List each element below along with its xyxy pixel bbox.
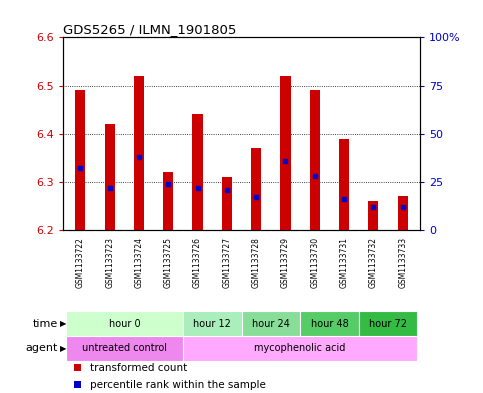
Bar bbox=[300, 311, 359, 336]
Text: hour 48: hour 48 bbox=[311, 319, 348, 329]
Bar bbox=[359, 311, 417, 336]
Bar bbox=[242, 311, 300, 336]
Bar bbox=[66, 311, 183, 336]
Text: mycophenolic acid: mycophenolic acid bbox=[255, 343, 346, 353]
Bar bbox=[104, 124, 115, 230]
Text: GSM1133732: GSM1133732 bbox=[369, 237, 378, 288]
Text: GSM1133725: GSM1133725 bbox=[164, 237, 173, 288]
Bar bbox=[280, 76, 291, 230]
Text: GSM1133726: GSM1133726 bbox=[193, 237, 202, 288]
Text: untreated control: untreated control bbox=[82, 343, 167, 353]
Text: agent: agent bbox=[26, 343, 58, 353]
Bar bbox=[368, 201, 379, 230]
Text: GSM1133727: GSM1133727 bbox=[222, 237, 231, 288]
Bar bbox=[73, 364, 81, 371]
Text: time: time bbox=[33, 319, 58, 329]
Bar bbox=[183, 336, 417, 361]
Text: GSM1133731: GSM1133731 bbox=[340, 237, 349, 288]
Bar bbox=[310, 90, 320, 230]
Bar bbox=[339, 139, 349, 230]
Bar bbox=[163, 173, 173, 230]
Text: GSM1133728: GSM1133728 bbox=[252, 237, 261, 288]
Bar bbox=[73, 381, 81, 388]
Bar bbox=[222, 177, 232, 230]
Text: GSM1133722: GSM1133722 bbox=[76, 237, 85, 288]
Text: ▶: ▶ bbox=[60, 344, 67, 353]
Text: ▶: ▶ bbox=[60, 319, 67, 328]
Text: GDS5265 / ILMN_1901805: GDS5265 / ILMN_1901805 bbox=[63, 23, 236, 36]
Text: GSM1133723: GSM1133723 bbox=[105, 237, 114, 288]
Text: GSM1133729: GSM1133729 bbox=[281, 237, 290, 288]
Text: hour 72: hour 72 bbox=[369, 319, 407, 329]
Bar bbox=[75, 90, 85, 230]
Bar bbox=[134, 76, 144, 230]
Bar bbox=[66, 336, 183, 361]
Text: percentile rank within the sample: percentile rank within the sample bbox=[90, 380, 266, 389]
Bar bbox=[398, 196, 408, 230]
Text: transformed count: transformed count bbox=[90, 363, 187, 373]
Text: hour 12: hour 12 bbox=[193, 319, 231, 329]
Bar bbox=[183, 311, 242, 336]
Bar bbox=[251, 148, 261, 230]
Text: GSM1133730: GSM1133730 bbox=[310, 237, 319, 288]
Bar bbox=[192, 114, 203, 230]
Text: hour 0: hour 0 bbox=[109, 319, 140, 329]
Text: GSM1133724: GSM1133724 bbox=[134, 237, 143, 288]
Text: GSM1133733: GSM1133733 bbox=[398, 237, 407, 288]
Text: hour 24: hour 24 bbox=[252, 319, 290, 329]
